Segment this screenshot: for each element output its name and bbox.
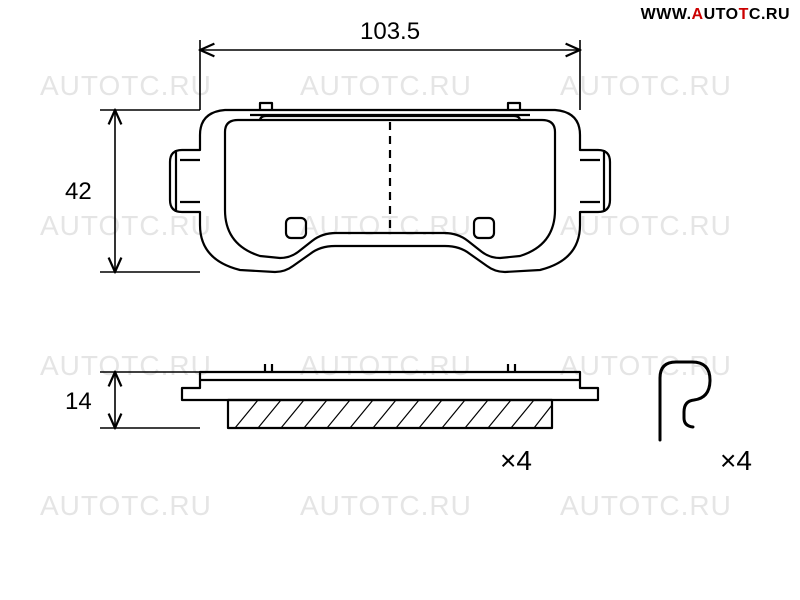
dim-width [200, 40, 580, 110]
dim-height [100, 110, 200, 272]
dim-width-label: 103.5 [360, 18, 420, 46]
dim-thickness-label: 14 [65, 388, 92, 416]
technical-drawing [0, 0, 800, 600]
retaining-clip [660, 362, 710, 440]
diagram-container: AUTOTC.RU AUTOTC.RU AUTOTC.RU AUTOTC.RU … [0, 0, 800, 600]
qty-clip: ×4 [720, 445, 752, 477]
brake-pad-side [182, 364, 598, 428]
qty-pad: ×4 [500, 445, 532, 477]
brake-pad-front [170, 103, 610, 272]
dim-height-label: 42 [65, 178, 92, 206]
